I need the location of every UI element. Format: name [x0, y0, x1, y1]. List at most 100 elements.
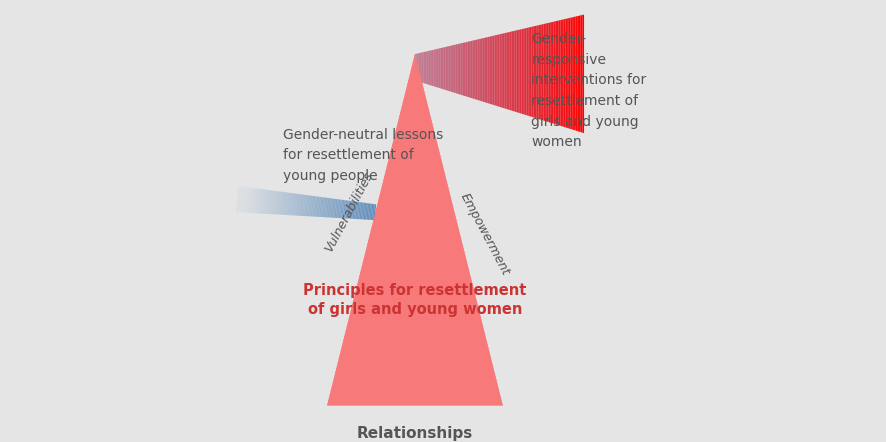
- Polygon shape: [508, 32, 509, 110]
- Polygon shape: [307, 195, 309, 216]
- Polygon shape: [334, 199, 338, 218]
- Polygon shape: [297, 194, 300, 216]
- Polygon shape: [443, 47, 445, 90]
- Polygon shape: [433, 50, 435, 87]
- Polygon shape: [240, 187, 244, 213]
- Polygon shape: [521, 29, 523, 114]
- Polygon shape: [266, 190, 269, 214]
- Polygon shape: [338, 199, 341, 218]
- Polygon shape: [251, 188, 254, 213]
- Polygon shape: [482, 38, 484, 102]
- Polygon shape: [579, 15, 580, 132]
- Polygon shape: [248, 187, 252, 213]
- Polygon shape: [241, 187, 245, 213]
- Polygon shape: [238, 186, 242, 213]
- Polygon shape: [501, 34, 502, 108]
- Polygon shape: [260, 189, 264, 213]
- Polygon shape: [494, 35, 495, 106]
- Polygon shape: [553, 21, 555, 124]
- Polygon shape: [295, 194, 299, 216]
- Polygon shape: [460, 43, 462, 95]
- Polygon shape: [327, 54, 502, 405]
- Polygon shape: [556, 20, 558, 125]
- Polygon shape: [510, 31, 512, 111]
- Polygon shape: [237, 186, 241, 212]
- Polygon shape: [323, 198, 326, 217]
- Polygon shape: [571, 17, 573, 130]
- Polygon shape: [487, 37, 489, 103]
- Polygon shape: [525, 28, 526, 115]
- Polygon shape: [288, 193, 291, 215]
- Polygon shape: [270, 191, 274, 214]
- Polygon shape: [302, 195, 306, 216]
- Text: Gender-neutral lessons
for resettlement of
young people: Gender-neutral lessons for resettlement …: [283, 127, 443, 183]
- Polygon shape: [549, 22, 551, 123]
- Polygon shape: [304, 195, 307, 216]
- Polygon shape: [277, 191, 281, 215]
- Polygon shape: [268, 190, 271, 214]
- Polygon shape: [236, 186, 239, 212]
- Polygon shape: [543, 24, 545, 121]
- Polygon shape: [523, 28, 525, 115]
- Polygon shape: [462, 42, 463, 96]
- Polygon shape: [319, 197, 322, 217]
- Polygon shape: [320, 197, 323, 217]
- Polygon shape: [526, 27, 528, 116]
- Polygon shape: [287, 193, 291, 215]
- Polygon shape: [326, 198, 329, 217]
- Polygon shape: [448, 46, 450, 91]
- Polygon shape: [499, 34, 501, 107]
- Polygon shape: [463, 42, 465, 96]
- Text: Vulnerabilities: Vulnerabilities: [323, 170, 376, 255]
- Polygon shape: [532, 26, 534, 118]
- Polygon shape: [421, 52, 423, 83]
- Polygon shape: [336, 199, 338, 218]
- Polygon shape: [474, 40, 475, 99]
- Polygon shape: [329, 198, 331, 217]
- Polygon shape: [315, 196, 318, 217]
- Polygon shape: [560, 20, 562, 126]
- Polygon shape: [253, 188, 256, 213]
- Polygon shape: [358, 202, 361, 219]
- Polygon shape: [469, 41, 470, 98]
- Polygon shape: [337, 199, 340, 218]
- Polygon shape: [364, 203, 368, 220]
- Polygon shape: [548, 23, 549, 122]
- Polygon shape: [272, 191, 276, 214]
- Polygon shape: [541, 24, 543, 121]
- Polygon shape: [284, 192, 288, 215]
- Polygon shape: [491, 36, 493, 105]
- Polygon shape: [253, 188, 257, 213]
- Polygon shape: [300, 194, 304, 216]
- Polygon shape: [283, 192, 286, 215]
- Polygon shape: [517, 30, 519, 113]
- Polygon shape: [312, 196, 315, 217]
- Polygon shape: [348, 201, 351, 219]
- Polygon shape: [250, 188, 253, 213]
- Polygon shape: [262, 190, 266, 214]
- Polygon shape: [332, 199, 336, 218]
- Polygon shape: [310, 196, 314, 217]
- Polygon shape: [472, 40, 474, 99]
- Polygon shape: [363, 203, 366, 220]
- Polygon shape: [504, 33, 506, 109]
- Polygon shape: [431, 50, 433, 86]
- Polygon shape: [514, 30, 516, 112]
- Polygon shape: [580, 15, 582, 133]
- Polygon shape: [470, 41, 472, 99]
- Polygon shape: [484, 38, 486, 103]
- Text: Relationships: Relationships: [356, 426, 472, 441]
- Polygon shape: [547, 23, 548, 122]
- Polygon shape: [493, 35, 494, 105]
- Polygon shape: [495, 35, 497, 106]
- Polygon shape: [316, 197, 319, 217]
- Polygon shape: [545, 23, 547, 122]
- Polygon shape: [280, 192, 284, 215]
- Polygon shape: [275, 191, 278, 214]
- Polygon shape: [582, 15, 583, 133]
- Polygon shape: [426, 51, 428, 85]
- Polygon shape: [452, 45, 454, 92]
- Polygon shape: [435, 49, 437, 88]
- Polygon shape: [456, 44, 458, 94]
- Polygon shape: [268, 191, 273, 214]
